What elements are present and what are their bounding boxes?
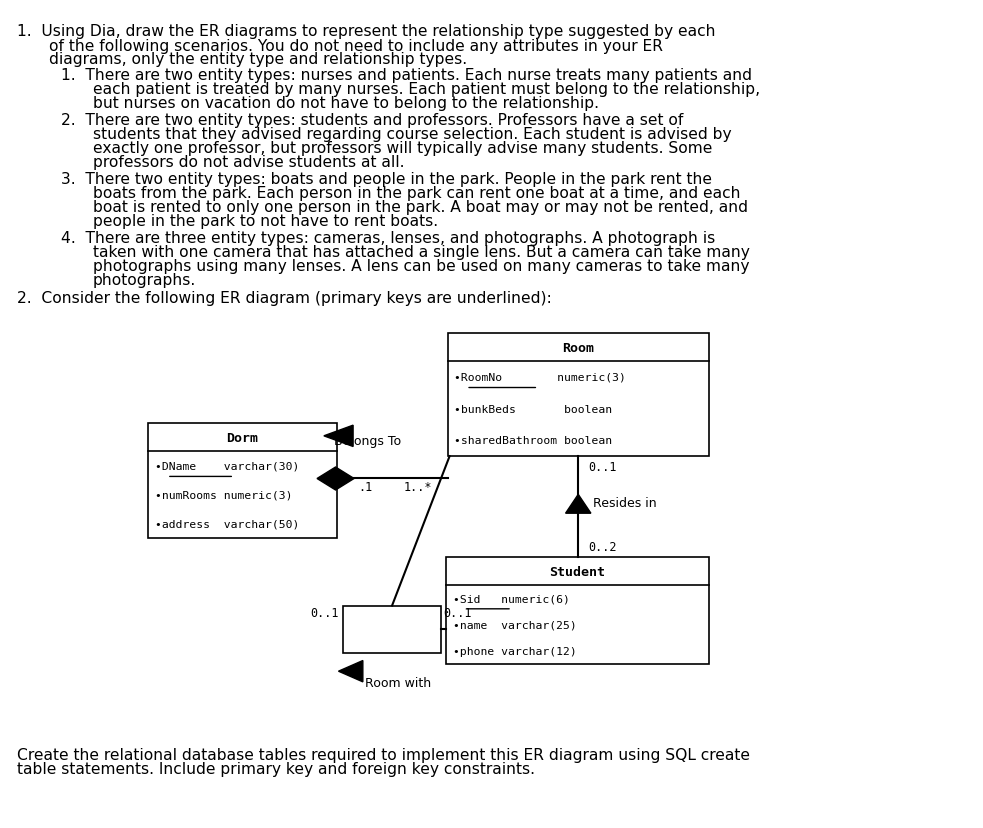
- Polygon shape: [323, 426, 353, 447]
- Text: .1: .1: [358, 480, 373, 493]
- Text: •address  varchar(50): •address varchar(50): [155, 519, 300, 529]
- Text: •phone varchar(12): •phone varchar(12): [452, 646, 576, 656]
- Text: photographs using many lenses. A lens can be used on many cameras to take many: photographs using many lenses. A lens ca…: [92, 259, 749, 274]
- Text: •RoomNo        numeric(3): •RoomNo numeric(3): [454, 373, 626, 383]
- Text: Create the relational database tables required to implement this ER diagram usin: Create the relational database tables re…: [17, 747, 750, 762]
- Text: •name  varchar(25): •name varchar(25): [452, 619, 576, 629]
- Text: 1.  Using Dia, draw the ER diagrams to represent the relationship type suggested: 1. Using Dia, draw the ER diagrams to re…: [17, 24, 716, 39]
- Text: 0..1: 0..1: [443, 607, 472, 619]
- Bar: [148, 424, 336, 538]
- Text: 0..2: 0..2: [588, 541, 616, 553]
- Text: •sharedBathroom boolean: •sharedBathroom boolean: [454, 436, 612, 445]
- Bar: [343, 606, 440, 653]
- Polygon shape: [338, 661, 363, 682]
- Text: Belongs To: Belongs To: [334, 435, 401, 448]
- Text: 3.  There two entity types: boats and people in the park. People in the park ren: 3. There two entity types: boats and peo…: [61, 172, 712, 187]
- Text: photographs.: photographs.: [92, 273, 197, 288]
- Text: students that they advised regarding course selection. Each student is advised b: students that they advised regarding cou…: [92, 128, 731, 142]
- Text: 1..*: 1..*: [404, 480, 433, 493]
- Text: people in the park to not have to rent boats.: people in the park to not have to rent b…: [92, 214, 438, 229]
- Text: 2.  Consider the following ER diagram (primary keys are underlined):: 2. Consider the following ER diagram (pr…: [17, 291, 551, 306]
- Text: 0..1: 0..1: [310, 607, 338, 619]
- Text: 4.  There are three entity types: cameras, lenses, and photographs. A photograph: 4. There are three entity types: cameras…: [61, 231, 715, 246]
- Text: 1.  There are two entity types: nurses and patients. Each nurse treats many pati: 1. There are two entity types: nurses an…: [61, 68, 752, 83]
- Text: each patient is treated by many nurses. Each patient must belong to the relation: each patient is treated by many nurses. …: [92, 82, 760, 97]
- Text: 2.  There are two entity types: students and professors. Professors have a set o: 2. There are two entity types: students …: [61, 113, 683, 128]
- Text: exactly one professor, but professors will typically advise many students. Some: exactly one professor, but professors wi…: [92, 141, 713, 156]
- Text: taken with one camera that has attached a single lens. But a camera can take man: taken with one camera that has attached …: [92, 245, 750, 260]
- Text: •DName    varchar(30): •DName varchar(30): [155, 461, 300, 471]
- Text: •Sid   numeric(6): •Sid numeric(6): [452, 594, 569, 604]
- Bar: [447, 334, 709, 456]
- Text: but nurses on vacation do not have to belong to the relationship.: but nurses on vacation do not have to be…: [92, 96, 599, 111]
- Text: Room with: Room with: [365, 676, 431, 689]
- Text: 0..1: 0..1: [588, 460, 616, 474]
- Text: Dorm: Dorm: [226, 431, 259, 445]
- Text: boat is rented to only one person in the park. A boat may or may not be rented, : boat is rented to only one person in the…: [92, 200, 748, 215]
- Text: of the following scenarios. You do not need to include any attributes in your ER: of the following scenarios. You do not n…: [49, 39, 663, 54]
- Polygon shape: [565, 495, 591, 513]
- Text: professors do not advise students at all.: professors do not advise students at all…: [92, 155, 404, 170]
- Bar: [445, 557, 709, 664]
- Text: diagrams, only the entity type and relationship types.: diagrams, only the entity type and relat…: [49, 51, 467, 67]
- Text: Student: Student: [549, 565, 606, 578]
- Text: •bunkBeds       boolean: •bunkBeds boolean: [454, 404, 612, 414]
- Text: boats from the park. Each person in the park can rent one boat at a time, and ea: boats from the park. Each person in the …: [92, 186, 740, 201]
- Text: •numRooms numeric(3): •numRooms numeric(3): [155, 490, 293, 500]
- Polygon shape: [318, 468, 354, 490]
- Text: Resides in: Resides in: [593, 497, 657, 509]
- Text: Room: Room: [562, 341, 595, 354]
- Text: table statements. Include primary key and foreign key constraints.: table statements. Include primary key an…: [17, 761, 535, 776]
